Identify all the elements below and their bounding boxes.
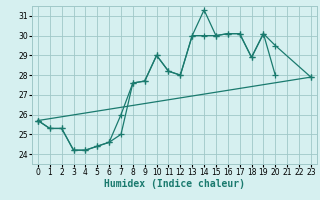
X-axis label: Humidex (Indice chaleur): Humidex (Indice chaleur) — [104, 179, 245, 189]
